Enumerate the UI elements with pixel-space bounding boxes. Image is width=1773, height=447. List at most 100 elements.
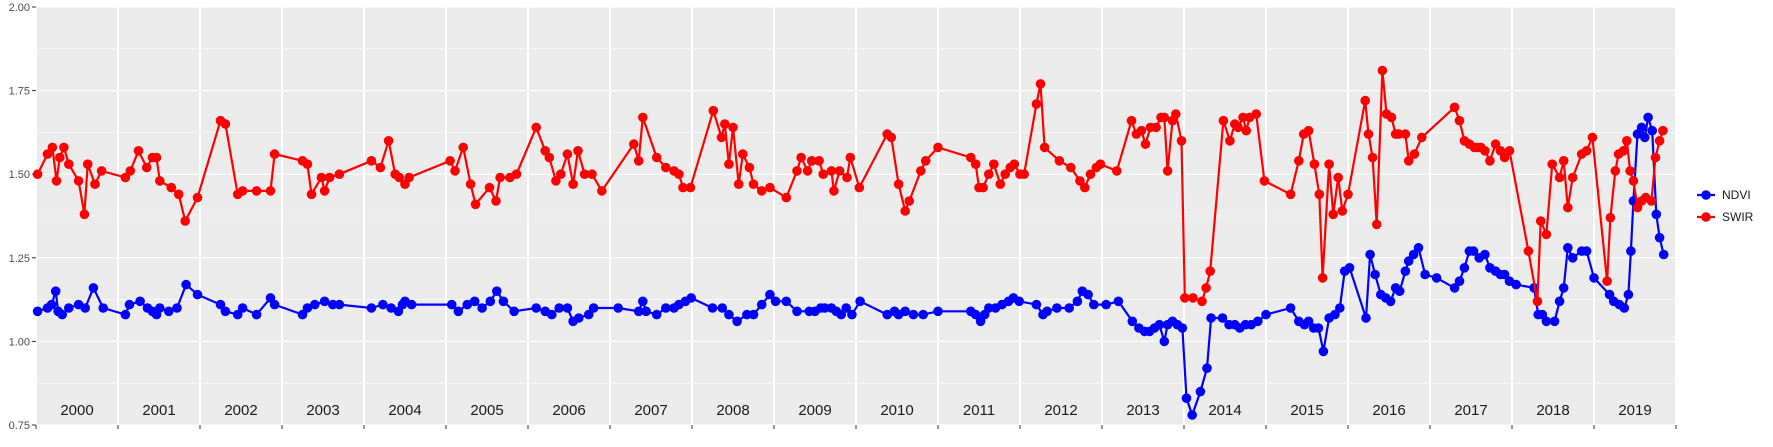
swir-point: [1343, 189, 1353, 200]
facet-year-label-2011: 2011: [963, 402, 995, 419]
swir-point: [806, 156, 817, 166]
ndvi-point: [661, 303, 671, 313]
ndvi-point: [1511, 279, 1521, 290]
swir-point: [587, 169, 597, 179]
ndvi-point: [477, 303, 487, 313]
swir-point: [55, 152, 65, 163]
ndvi-point: [1064, 303, 1074, 313]
swir-point: [1532, 296, 1543, 307]
ndvi-point: [492, 286, 502, 297]
ndvi-point: [1195, 386, 1206, 397]
swir-point: [465, 179, 476, 189]
swir-point: [90, 179, 100, 189]
swir-point: [738, 149, 748, 159]
ndvi-point: [765, 289, 775, 300]
legend-label-swir: SWIR: [1722, 210, 1754, 224]
swir-point: [1618, 146, 1629, 156]
facet-year-label-2004: 2004: [388, 402, 421, 419]
swir-point: [1394, 129, 1404, 139]
ndvi-point: [562, 303, 573, 313]
swir-point: [920, 156, 931, 166]
swir-point: [79, 209, 90, 220]
swir-point: [1251, 109, 1261, 119]
swir-point: [1201, 283, 1211, 293]
swir-point: [133, 146, 144, 156]
swir-point: [966, 152, 976, 163]
ndvi-point: [509, 306, 519, 317]
ndvi-point: [933, 306, 943, 317]
ndvi-point: [1549, 316, 1560, 327]
swir-point: [491, 196, 501, 206]
swir-point: [651, 152, 662, 163]
ndvi-point: [120, 309, 131, 320]
ndvi-point: [446, 299, 457, 310]
swir-point: [597, 186, 607, 196]
facet-year-label-2019: 2019: [1618, 402, 1651, 419]
swir-point: [1218, 115, 1229, 126]
swir-point: [544, 152, 555, 163]
facet-year-label-2018: 2018: [1536, 402, 1569, 419]
swir-point: [633, 156, 644, 166]
facet-year-label-2000: 2000: [60, 402, 93, 419]
swir-point: [1563, 202, 1573, 213]
ndvi-point: [1640, 132, 1650, 143]
swir-point: [562, 149, 573, 159]
grid-lines: [36, 6, 1676, 426]
ndvi-point: [1370, 269, 1380, 280]
ndvi-point: [1217, 313, 1228, 323]
swir-point: [1303, 125, 1314, 136]
swir-point: [1541, 229, 1552, 240]
swir-point: [685, 182, 696, 193]
swir-point: [1328, 209, 1338, 220]
ndvi-point: [1365, 249, 1375, 260]
swir-point: [302, 159, 313, 169]
facet-year-label-2014: 2014: [1208, 402, 1241, 419]
swir-point: [661, 162, 671, 173]
ndvi-point: [46, 299, 57, 310]
swir-point: [220, 119, 231, 129]
ndvi-point: [1541, 316, 1552, 327]
ndvi-point: [1318, 346, 1329, 357]
swir-point: [141, 162, 152, 173]
ndvi-point: [781, 296, 792, 307]
facet-year-label-2012: 2012: [1044, 402, 1077, 419]
swir-point: [814, 156, 824, 166]
facet-year-label-2008: 2008: [716, 402, 749, 419]
swir-point: [445, 156, 455, 166]
ndvi-point: [1449, 283, 1460, 293]
ndvi-point: [328, 299, 338, 310]
swir-point: [1225, 136, 1235, 146]
swir-point: [1080, 182, 1090, 193]
swir-point: [674, 169, 684, 179]
swir-point: [173, 189, 184, 200]
ndvi-point: [1654, 232, 1665, 243]
ndvi-point: [98, 303, 108, 313]
legend-label-ndvi: NDVI: [1722, 188, 1751, 202]
swir-point: [638, 112, 648, 123]
legend-key-point: [1701, 190, 1711, 200]
ndvi-point: [1206, 313, 1216, 323]
ndvi-point: [1647, 125, 1657, 136]
ndvi-point: [1581, 246, 1592, 256]
swir-point: [120, 172, 131, 183]
swir-point: [995, 179, 1006, 189]
swir-point: [269, 149, 280, 159]
swir-point: [1238, 112, 1248, 123]
swir-point: [1360, 95, 1370, 106]
data-series: [32, 65, 1669, 420]
ndvi-point: [50, 286, 61, 297]
swir-point: [151, 152, 162, 163]
ndvi-point: [164, 306, 174, 317]
ndvi-point: [641, 306, 651, 317]
swir-point: [989, 159, 999, 169]
swir-point: [1205, 266, 1215, 277]
swir-point: [756, 186, 767, 196]
swir-point: [64, 159, 74, 169]
ndvi-point: [531, 303, 541, 313]
swir-point: [1400, 129, 1411, 139]
ndvi-point: [633, 306, 644, 317]
ndvi-point: [1181, 393, 1192, 404]
swir-point: [1610, 166, 1621, 176]
ndvi-point: [124, 299, 135, 310]
ndvi-point: [1159, 336, 1170, 347]
